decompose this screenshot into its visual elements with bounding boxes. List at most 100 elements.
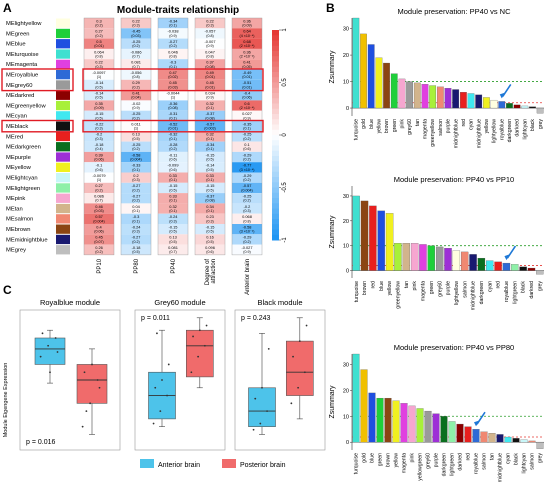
bar — [444, 248, 452, 271]
cell-pvalue: (0.5) — [206, 168, 213, 172]
colorbar-segment — [272, 166, 279, 173]
heatmap-cell — [195, 151, 225, 163]
heatmap-cell — [84, 151, 114, 163]
colorbar-tick-label: 1 — [282, 28, 288, 32]
module-label: MEblack — [6, 124, 28, 130]
x-tick-label: blue — [369, 119, 375, 129]
data-point — [91, 363, 93, 366]
colorbar-segment — [272, 30, 279, 36]
heatmap-cell — [195, 90, 225, 101]
cell-pvalue: (0.5) — [169, 188, 176, 192]
module-color-swatch — [56, 18, 70, 28]
x-tick-label: red — [461, 119, 467, 127]
cell-pvalue: (0.1) — [206, 178, 213, 182]
boxplot-title: Black module — [257, 298, 302, 307]
heatmap-cell — [84, 234, 114, 245]
boxplot-black: Black module p = 0.243 — [234, 298, 326, 451]
legend-swatch-anterior — [140, 459, 154, 468]
cell-pvalue: (0.08) — [205, 65, 214, 69]
heatmap-cell — [84, 182, 114, 194]
bar — [490, 99, 498, 109]
heatmap-cell — [232, 162, 262, 173]
cell-pvalue: (0.06) — [94, 230, 103, 234]
heatmap-cell — [158, 182, 188, 194]
heatmap-cell — [195, 69, 225, 80]
cell-correlation: 0.32 — [206, 101, 214, 106]
bar — [528, 440, 536, 443]
cell-correlation: -0.25 — [243, 132, 252, 137]
heatmap-cell — [232, 79, 262, 91]
module-label: MEred — [6, 134, 23, 140]
cell-correlation: 0.39 — [95, 152, 103, 157]
module-label: MEturquoise — [6, 52, 39, 58]
cell-correlation: 0.068 — [242, 214, 252, 219]
x-tick-label: red — [496, 281, 502, 289]
cell-pvalue: (0.01) — [94, 44, 103, 48]
cell-correlation: 0.41 — [132, 91, 140, 96]
heatmap-cell — [84, 131, 114, 142]
heatmap-cell — [158, 151, 188, 163]
cell-correlation: -0.77 — [243, 163, 252, 168]
module-label: MEgreen — [6, 31, 30, 37]
bar-chart-y-label: Zsummary — [329, 385, 336, 419]
heatmap-cell — [232, 18, 262, 29]
heatmap-cell — [121, 234, 151, 245]
bar-chart-title: Module preservation: PP40 vs NC — [398, 7, 512, 16]
cell-pvalue: (0.3) — [95, 137, 102, 141]
cell-correlation: 0.13 — [169, 235, 177, 240]
cell-pvalue: (0.03) — [168, 85, 177, 89]
x-tick-label: lightgreen — [512, 281, 518, 304]
data-point — [205, 324, 208, 327]
x-tick-label: cyan — [469, 119, 475, 130]
heatmap-cell — [121, 244, 151, 255]
cell-pvalue: (0.3) — [169, 219, 176, 223]
cell-pvalue: (0.2) — [169, 147, 176, 151]
cell-pvalue: (0.2) — [243, 178, 250, 182]
cell-pvalue: (0.6) — [95, 168, 102, 172]
cell-pvalue: (0.2) — [132, 199, 139, 203]
boxplot-royalblue: Royalblue module p = 0.016 — [19, 298, 121, 451]
module-color-swatch — [56, 111, 70, 121]
bar — [384, 397, 392, 443]
cell-correlation: -0.15 — [206, 224, 215, 229]
cell-correlation: 0.2 — [133, 173, 138, 178]
cell-pvalue: (1) — [171, 96, 175, 100]
cell-pvalue: (0.8) — [243, 219, 250, 223]
cell-pvalue: (0.3) — [95, 127, 102, 131]
bar — [416, 408, 424, 443]
heatmap-cell — [84, 213, 114, 224]
heatmap-cell — [121, 141, 151, 152]
cell-correlation: -0.34 — [206, 142, 216, 147]
data-point — [89, 402, 92, 405]
colorbar-segment — [272, 198, 279, 204]
cell-pvalue: (0.5) — [95, 85, 102, 89]
cell-pvalue: (0.004) — [93, 219, 104, 223]
module-color-swatch — [56, 203, 70, 214]
heatmap-cell — [158, 131, 188, 142]
heatmap-cell — [121, 90, 151, 101]
cell-pvalue: (0.9) — [243, 250, 250, 254]
column-label: PP10 — [97, 258, 103, 273]
module-label: MEsalmon — [6, 217, 33, 223]
x-tick-label: darkgreen — [479, 281, 485, 304]
heatmap-column-frame — [231, 17, 263, 256]
cell-correlation: -0.22 — [95, 121, 104, 126]
data-point — [56, 351, 59, 353]
cell-correlation: -0.45 — [132, 29, 141, 34]
data-point — [259, 422, 262, 425]
bar — [467, 93, 475, 109]
cell-pvalue: (0.3) — [243, 209, 250, 213]
colorbar-segment — [272, 224, 279, 230]
heatmap: MElightyellow0.3(0.2)0.22(0.3)-0.34(0.1)… — [1, 17, 264, 295]
cell-pvalue: (0.7) — [169, 250, 176, 254]
cell-correlation: 0.22 — [206, 18, 214, 23]
heatmap-cell — [121, 151, 151, 163]
x-tick-label: salmon — [438, 119, 444, 136]
cell-correlation: -0.31 — [169, 111, 178, 116]
x-tick-label: turquoise — [353, 119, 359, 140]
cell-pvalue: (2 ×10⁻⁴) — [240, 106, 255, 110]
cell-pvalue: (2 ×10⁻⁴) — [240, 55, 255, 59]
cell-correlation: 0.33 — [169, 173, 177, 178]
heatmap-cell — [121, 100, 151, 111]
bar — [480, 431, 488, 443]
